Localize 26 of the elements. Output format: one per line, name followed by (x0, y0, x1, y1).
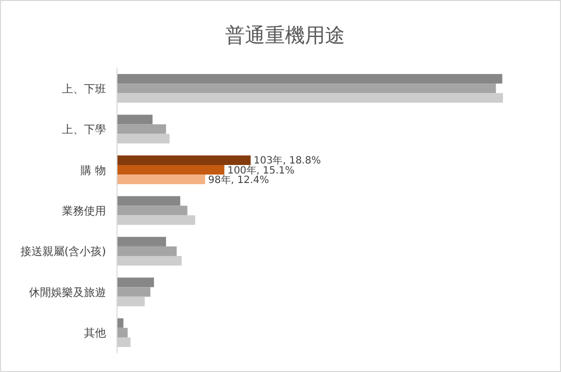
y-tick-label: 其他 (84, 326, 106, 340)
y-tick-label: 休閒娛樂及旅遊 (29, 286, 106, 299)
bar (117, 287, 150, 297)
y-tick-label: 業務使用 (62, 204, 106, 218)
bar (117, 174, 206, 184)
bar (117, 318, 124, 328)
bar (117, 246, 177, 256)
bar (117, 84, 496, 94)
data-label: 100年, 15.1% (227, 164, 295, 176)
data-label: 98年, 12.4% (208, 174, 270, 186)
bar (117, 165, 224, 175)
y-tick-label: 接送親屬(含小孩) (20, 245, 106, 258)
bar (117, 236, 166, 246)
bar (117, 206, 188, 216)
chart-title: 普通重機用途 (225, 23, 345, 47)
bar (117, 155, 251, 165)
bar (117, 328, 128, 338)
bar (117, 278, 154, 288)
y-tick-label: 購 物 (80, 164, 106, 177)
y-tick-label: 上、下班 (62, 82, 106, 96)
bar (117, 114, 153, 124)
bar (117, 124, 166, 134)
bar (117, 74, 502, 84)
bar (117, 196, 180, 206)
data-label: 103年, 18.8% (254, 154, 321, 167)
y-tick-label: 上、下學 (62, 123, 106, 136)
